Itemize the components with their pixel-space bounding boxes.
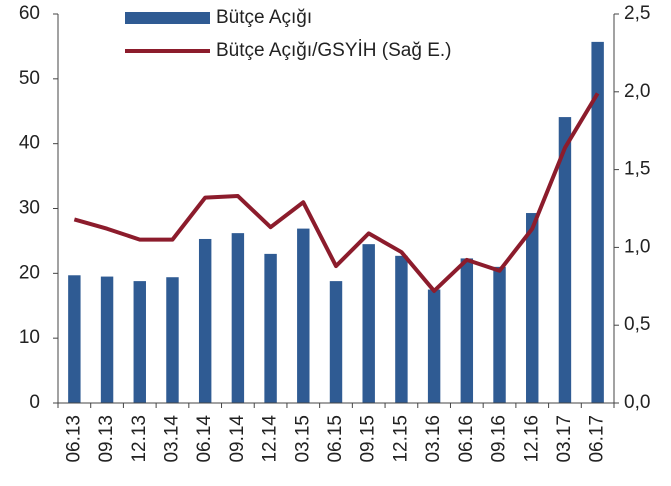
bar [526,213,539,403]
y2-tick-label: 2,5 [624,3,650,24]
legend-label: Bütçe Açığı [216,7,312,28]
x-tick-label: 06.17 [587,415,608,463]
legend-label: Bütçe Açığı/GSYİH (Sağ E.) [216,40,452,61]
x-tick-label: 03.15 [292,415,313,463]
x-tick-label: 12.14 [260,415,281,463]
bar [493,266,506,403]
x-tick-label: 12.13 [129,415,150,463]
bar [558,117,572,404]
x-tick-label: 06.13 [63,415,84,463]
x-tick-label: 03.16 [423,415,444,463]
y-tick-label: 40 [19,133,40,154]
y2-tick-label: 0,0 [624,392,650,413]
bar [166,277,179,403]
x-tick-label: 09.16 [489,415,510,463]
bar [329,281,343,403]
bar [133,281,146,403]
y-tick-label: 20 [19,262,40,283]
y2-tick-label: 1,5 [624,159,650,180]
bar [264,253,277,403]
y2-tick-label: 0,5 [624,314,650,335]
bar [395,255,408,403]
x-tick-label: 09.15 [358,415,379,463]
bar [231,233,245,403]
bar [362,244,375,403]
bar [68,275,81,403]
y-tick-label: 60 [19,3,40,24]
bar [460,258,474,403]
x-tick-label: 03.17 [554,415,575,463]
y-tick-label: 0 [29,392,40,413]
bar [198,238,212,403]
bar [427,289,441,403]
x-tick-label: 09.13 [96,415,117,463]
bar [297,228,310,403]
y-tick-label: 10 [19,327,40,348]
bar [100,276,114,403]
y2-tick-label: 1,0 [624,236,650,257]
x-tick-label: 12.15 [390,415,411,463]
x-tick-label: 06.16 [456,415,477,463]
x-tick-label: 03.14 [161,415,182,463]
x-tick-label: 06.14 [194,415,215,463]
x-tick-label: 06.15 [325,415,346,463]
x-tick-label: 12.16 [521,415,542,463]
y2-tick-label: 2,0 [624,81,650,102]
bar [591,41,604,404]
legend-swatch [125,12,210,24]
y-tick-label: 50 [19,68,40,89]
line [73,92,600,293]
y-tick-label: 30 [19,198,40,219]
x-tick-label: 09.14 [227,415,248,463]
